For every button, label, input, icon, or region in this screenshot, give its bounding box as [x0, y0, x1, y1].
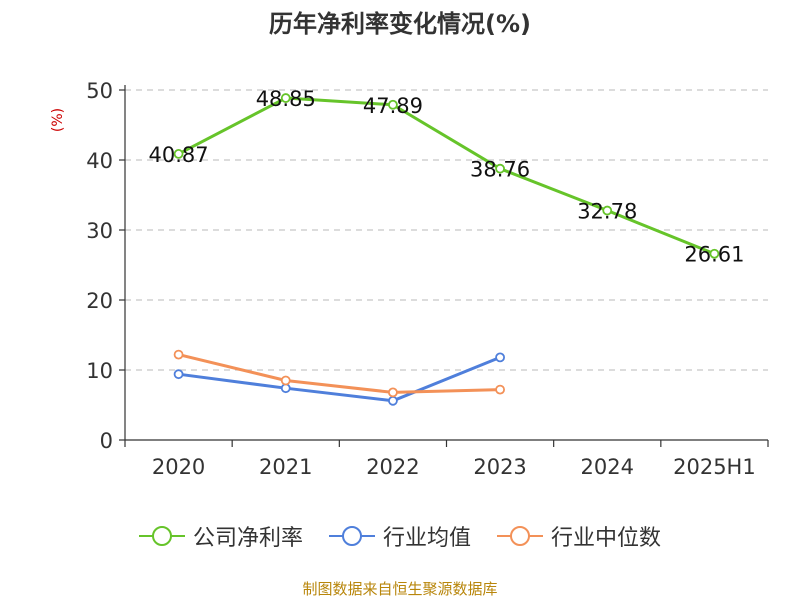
data-point [495, 352, 505, 363]
legend-item-company[interactable]: 公司净利率 [138, 520, 303, 552]
legend-item-industry-median[interactable]: 行业中位数 [497, 520, 661, 552]
data-label: 32.78 [577, 200, 637, 224]
data-point [495, 163, 505, 174]
y-tick-label: 40 [86, 149, 113, 173]
data-label: 26.61 [684, 243, 744, 267]
data-point [602, 205, 613, 216]
x-tick-label: 2025H1 [673, 455, 756, 479]
data-point [495, 384, 505, 395]
legend-marker-industry-mean [328, 526, 375, 546]
source-note: 制图数据来自恒生聚源数据库 [302, 580, 498, 598]
chart-title: 历年净利率变化情况(%) [269, 10, 531, 38]
y-tick-label: 30 [86, 219, 113, 243]
legend-label-industry-mean: 行业均值 [382, 526, 471, 551]
data-point [173, 349, 184, 360]
legend-label-company: 公司净利率 [192, 526, 303, 551]
legend-marker-company [138, 526, 185, 546]
series-line-1 [178, 356, 501, 403]
legend-item-industry-mean[interactable]: 行业均值 [328, 520, 471, 552]
data-point [173, 149, 184, 159]
data-label: 47.89 [363, 94, 423, 118]
data-label: 48.85 [256, 87, 316, 111]
legend-label-industry-median: 行业中位数 [551, 526, 662, 551]
legend-marker-industry-median [497, 526, 543, 546]
data-point [709, 248, 720, 259]
x-tick-label: 2020 [152, 455, 205, 479]
data-point [173, 369, 184, 380]
x-tick-label: 2024 [581, 455, 634, 479]
data-point [388, 395, 398, 406]
series-line-0 [177, 96, 715, 256]
x-tick-label: 2021 [259, 455, 312, 479]
y-tick-label: 0 [100, 429, 113, 453]
y-tick-label: 50 [86, 79, 113, 103]
data-point [280, 93, 291, 103]
legend: 公司净利率 行业均值 行业中位数 [0, 520, 800, 552]
data-point [388, 387, 398, 398]
data-label: 40.87 [149, 143, 209, 167]
x-tick-label: 2022 [366, 455, 419, 479]
data-point [280, 383, 291, 394]
series-line-2 [178, 353, 501, 394]
data-point [280, 375, 291, 386]
data-label: 38.76 [470, 158, 530, 182]
data-point [388, 99, 398, 110]
y-tick-label: 10 [86, 359, 113, 383]
x-tick-label: 2023 [473, 455, 526, 479]
y-tick-label: 20 [86, 289, 113, 313]
